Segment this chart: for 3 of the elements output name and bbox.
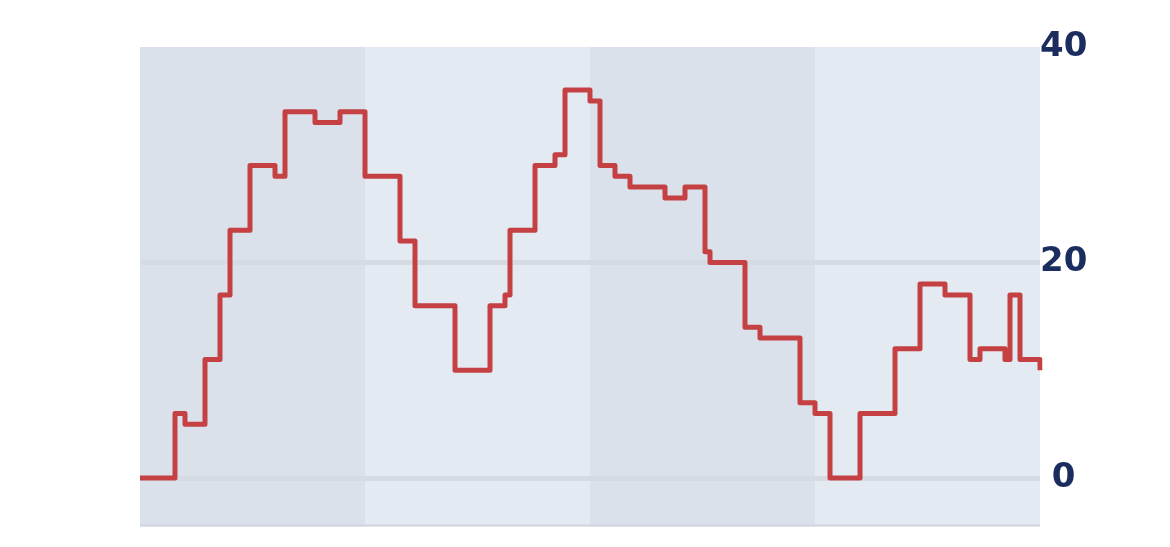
y-tick-label: 0 — [1051, 454, 1076, 495]
y-tick-label: 40 — [1039, 23, 1088, 64]
y-tick-label: 20 — [1039, 239, 1088, 280]
